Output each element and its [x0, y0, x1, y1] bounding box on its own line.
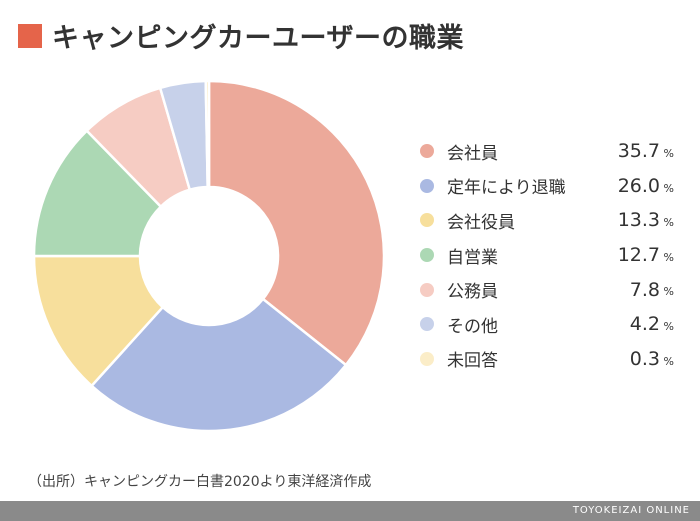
footer-brand: TOYOKEIZAI ONLINE: [572, 505, 690, 516]
legend-item: その他 4.2%: [418, 307, 680, 342]
legend-value: 35.7: [617, 140, 660, 163]
legend-unit: %: [663, 250, 674, 264]
legend-swatch: [420, 178, 434, 193]
legend-item: 会社員 35.7%: [418, 134, 680, 169]
legend-swatch: [420, 317, 434, 332]
legend-label: 自営業: [447, 247, 498, 268]
legend-label: 未回答: [447, 351, 498, 372]
legend-unit: %: [663, 354, 674, 368]
source-note: （出所）キャンピングカー白書2020より東洋経済作成: [28, 474, 372, 490]
legend-label: 公務員: [447, 282, 498, 303]
legend-unit: %: [663, 285, 674, 299]
legend-label: 会社員: [447, 143, 498, 164]
title-accent-square: [18, 23, 42, 48]
legend-unit: %: [663, 147, 674, 160]
legend-value: 4.2: [629, 313, 660, 336]
legend-value: 0.3: [629, 347, 660, 370]
legend-item: 定年により退職 26.0%: [418, 169, 680, 204]
legend-swatch: [420, 213, 434, 228]
chart-title: キャンピングカーユーザーの職業: [18, 16, 464, 55]
donut-slice-2: [89, 297, 348, 433]
legend-label: 会社役員: [447, 212, 515, 233]
legend-unit: %: [663, 181, 674, 195]
donut-slice-7: [204, 79, 211, 189]
legend-value: 12.7: [617, 244, 660, 267]
legend-swatch: [420, 282, 434, 297]
legend-item: 公務員 7.8%: [418, 272, 680, 307]
legend-swatch: [420, 248, 434, 263]
donut-slice-4: [32, 128, 163, 258]
donut-chart: [32, 79, 386, 433]
legend-value: 13.3: [617, 209, 660, 232]
legend-item: 未回答 0.3%: [418, 342, 680, 377]
legend-unit: %: [663, 319, 674, 333]
chart-legend: 会社員 35.7% 定年により退職 26.0% 会社役員 13.3% 自営業 12.7% 公務員…: [418, 134, 680, 376]
legend-value: 7.8: [629, 278, 660, 301]
footer-bar: TOYOKEIZAI ONLINE: [0, 501, 700, 521]
legend-label: 定年により退職: [447, 178, 566, 199]
donut-slice-3: [32, 254, 165, 388]
legend-item: 自営業 12.7%: [418, 238, 680, 273]
legend-swatch: [420, 351, 434, 366]
legend-unit: %: [663, 216, 674, 230]
legend-swatch: [420, 144, 434, 159]
legend-value: 26.0: [617, 174, 660, 197]
donut-slice-1: [207, 79, 386, 367]
legend-item: 会社役員 13.3%: [418, 203, 680, 238]
legend-label: その他: [447, 316, 498, 337]
title-text: キャンピングカーユーザーの職業: [52, 23, 464, 54]
